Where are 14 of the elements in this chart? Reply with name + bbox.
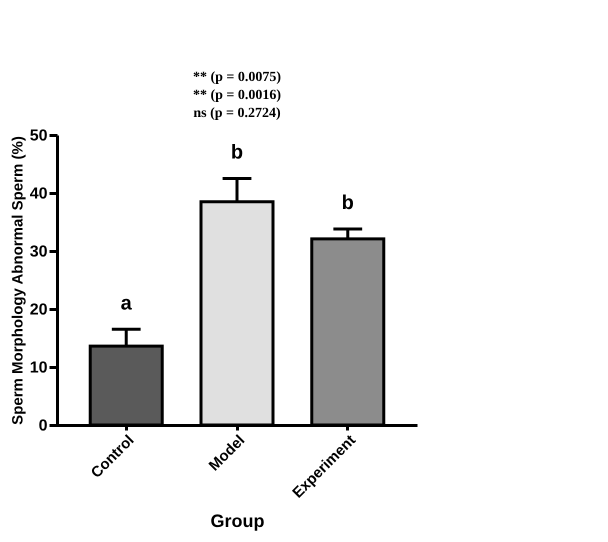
y-tick-label: 50 (30, 128, 48, 144)
y-tick-label: 20 (30, 302, 48, 318)
y-tick-label: 0 (38, 418, 48, 434)
annotation: b (230, 142, 244, 164)
annotation: b (342, 192, 354, 214)
y-axis-title: Sperm Morphology Abnormal Sperm (%) (10, 136, 27, 425)
x-axis-title: Group (210, 510, 264, 531)
y-tick-label: 10 (30, 360, 48, 376)
text: ** (p = 0.0075) (192, 70, 282, 85)
y-tick-label: 40 (30, 186, 48, 202)
annotation: a (120, 292, 133, 314)
y-tick-label: 30 (30, 244, 48, 260)
text: ns (p = 0.2724) (193, 106, 281, 121)
text: ** (p = 0.0016) (192, 88, 282, 103)
